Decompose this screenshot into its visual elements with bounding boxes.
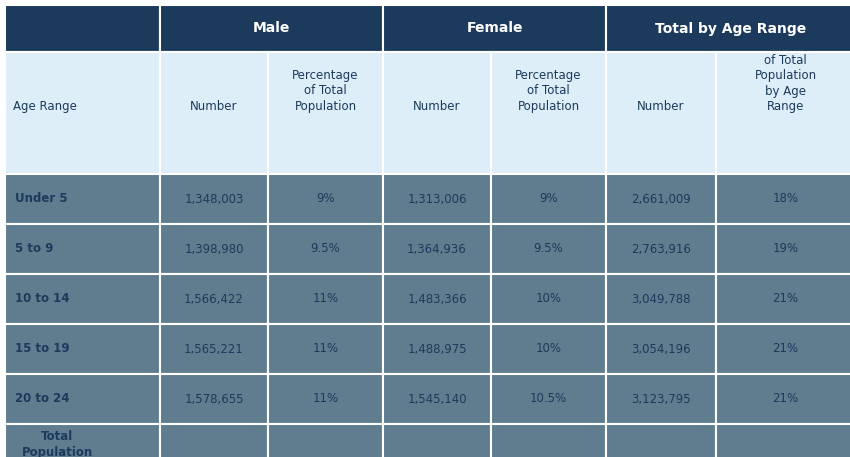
Bar bbox=[5, 52, 160, 174]
Bar bbox=[383, 52, 491, 174]
Text: 21%: 21% bbox=[773, 393, 798, 405]
Bar bbox=[716, 424, 850, 457]
Text: 1,566,422: 1,566,422 bbox=[184, 292, 244, 305]
Bar bbox=[5, 424, 160, 457]
Text: 1,348,003: 1,348,003 bbox=[184, 192, 244, 206]
Bar bbox=[5, 174, 160, 224]
Text: 3,054,196: 3,054,196 bbox=[632, 342, 691, 356]
Text: 20 to 24: 20 to 24 bbox=[15, 393, 70, 405]
Text: 1,565,221: 1,565,221 bbox=[184, 342, 244, 356]
Text: 9.5%: 9.5% bbox=[310, 243, 340, 255]
Text: 9%: 9% bbox=[316, 192, 335, 206]
Bar bbox=[383, 424, 491, 457]
Text: Number: Number bbox=[638, 100, 685, 113]
Text: 9%: 9% bbox=[539, 192, 558, 206]
Bar bbox=[383, 5, 606, 52]
Bar bbox=[160, 274, 268, 324]
Bar bbox=[716, 224, 850, 274]
Bar bbox=[606, 374, 716, 424]
Text: 15 to 19: 15 to 19 bbox=[15, 342, 70, 356]
Bar bbox=[383, 324, 491, 374]
Text: 19%: 19% bbox=[773, 243, 798, 255]
Bar bbox=[716, 274, 850, 324]
Bar bbox=[606, 224, 716, 274]
Text: 11%: 11% bbox=[313, 292, 338, 305]
Bar bbox=[268, 324, 383, 374]
Text: Female: Female bbox=[467, 21, 523, 36]
Text: 3,123,795: 3,123,795 bbox=[632, 393, 691, 405]
Text: 1,483,366: 1,483,366 bbox=[407, 292, 467, 305]
Text: 11%: 11% bbox=[313, 393, 338, 405]
Text: Number: Number bbox=[190, 100, 238, 113]
Bar bbox=[716, 324, 850, 374]
Text: 10.5%: 10.5% bbox=[530, 393, 567, 405]
Text: 1,545,140: 1,545,140 bbox=[407, 393, 467, 405]
Bar bbox=[716, 374, 850, 424]
Text: 21%: 21% bbox=[773, 342, 798, 356]
Bar bbox=[160, 174, 268, 224]
Bar bbox=[383, 374, 491, 424]
Text: 1,364,936: 1,364,936 bbox=[407, 243, 467, 255]
Bar bbox=[491, 274, 606, 324]
Text: Total by Age Range: Total by Age Range bbox=[654, 21, 806, 36]
Bar bbox=[491, 52, 606, 174]
Bar bbox=[606, 52, 716, 174]
Bar bbox=[5, 224, 160, 274]
Text: Total
Population
of Black
Children and
Adolescents: Total Population of Black Children and A… bbox=[15, 430, 99, 457]
Bar bbox=[5, 324, 160, 374]
Text: Male: Male bbox=[252, 21, 290, 36]
Text: 10%: 10% bbox=[536, 292, 562, 305]
Bar bbox=[606, 324, 716, 374]
Bar bbox=[268, 274, 383, 324]
Bar bbox=[606, 424, 716, 457]
Text: 11%: 11% bbox=[313, 342, 338, 356]
Bar bbox=[160, 52, 268, 174]
Bar bbox=[268, 224, 383, 274]
Text: 1,488,975: 1,488,975 bbox=[407, 342, 467, 356]
Bar bbox=[491, 424, 606, 457]
Text: 21%: 21% bbox=[773, 292, 798, 305]
Bar bbox=[160, 224, 268, 274]
Bar bbox=[491, 374, 606, 424]
Bar bbox=[268, 52, 383, 174]
Bar bbox=[383, 224, 491, 274]
Bar bbox=[606, 274, 716, 324]
Bar bbox=[160, 5, 383, 52]
Text: Number: Number bbox=[413, 100, 461, 113]
Bar bbox=[160, 374, 268, 424]
Bar bbox=[160, 324, 268, 374]
Text: Under 5: Under 5 bbox=[15, 192, 68, 206]
Text: 2,763,916: 2,763,916 bbox=[631, 243, 691, 255]
Bar bbox=[383, 174, 491, 224]
Bar bbox=[716, 52, 850, 174]
Bar bbox=[268, 374, 383, 424]
Bar bbox=[716, 174, 850, 224]
Text: 1,578,655: 1,578,655 bbox=[184, 393, 244, 405]
Bar bbox=[383, 274, 491, 324]
Bar bbox=[268, 424, 383, 457]
Bar bbox=[5, 274, 160, 324]
Bar bbox=[160, 424, 268, 457]
Text: 10%: 10% bbox=[536, 342, 562, 356]
Text: Age Range: Age Range bbox=[13, 100, 76, 113]
Bar bbox=[268, 174, 383, 224]
Text: 1,398,980: 1,398,980 bbox=[184, 243, 244, 255]
Text: 3,049,788: 3,049,788 bbox=[632, 292, 691, 305]
Bar bbox=[606, 5, 850, 52]
Text: 1,313,006: 1,313,006 bbox=[407, 192, 467, 206]
Bar bbox=[491, 174, 606, 224]
Text: Percentage
of Total
Population: Percentage of Total Population bbox=[515, 69, 581, 113]
Text: Percentage
of Total
Population
by Age
Range: Percentage of Total Population by Age Ra… bbox=[752, 38, 819, 113]
Text: 2,661,009: 2,661,009 bbox=[631, 192, 691, 206]
Bar bbox=[606, 174, 716, 224]
Text: 9.5%: 9.5% bbox=[534, 243, 564, 255]
Text: 18%: 18% bbox=[773, 192, 798, 206]
Text: 10 to 14: 10 to 14 bbox=[15, 292, 70, 305]
Bar bbox=[5, 374, 160, 424]
Bar bbox=[5, 5, 160, 52]
Text: 5 to 9: 5 to 9 bbox=[15, 243, 54, 255]
Text: Percentage
of Total
Population: Percentage of Total Population bbox=[292, 69, 359, 113]
Bar bbox=[491, 224, 606, 274]
Bar bbox=[491, 324, 606, 374]
